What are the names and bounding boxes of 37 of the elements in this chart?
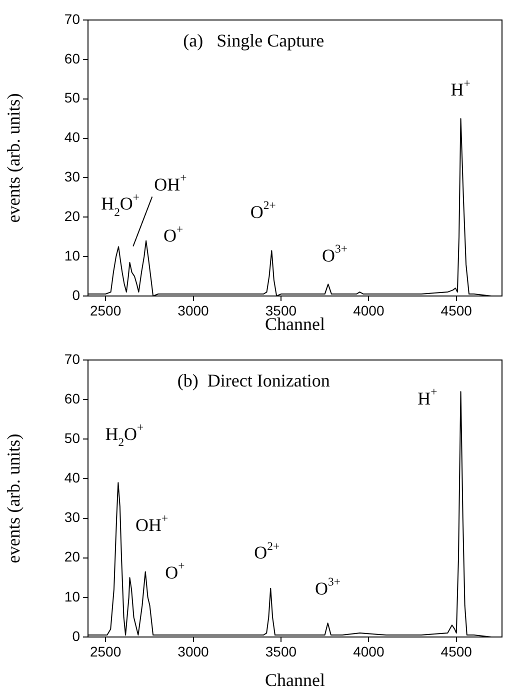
- y-tick-label: 30: [64, 509, 80, 526]
- y-tick-label: 50: [64, 430, 80, 446]
- x-tick-label: 3500: [265, 643, 297, 660]
- text: (a) Single Capture: [183, 30, 324, 51]
- y-axis-title: events (arb. units): [4, 434, 24, 564]
- text: (b) Direct Ionization: [177, 370, 330, 391]
- y-tick-label: 50: [64, 90, 80, 106]
- x-tick-label: 4000: [353, 643, 384, 660]
- x-tick-label: 3500: [265, 302, 297, 318]
- annotation: H+: [450, 76, 471, 100]
- x-tick-label: 4000: [353, 302, 384, 318]
- y-tick-label: 40: [64, 470, 80, 486]
- y-tick-label: 40: [64, 129, 80, 146]
- y-tick-label: 20: [64, 548, 80, 565]
- y-tick-label: 0: [72, 286, 80, 303]
- y-tick-label: 60: [64, 390, 80, 406]
- annotation: O+: [165, 559, 186, 582]
- y-tick-label: 10: [64, 247, 80, 264]
- annotation: H+: [418, 385, 438, 408]
- y-tick-label: 70: [64, 350, 80, 367]
- y-tick-label: 20: [64, 208, 80, 224]
- x-tick-label: 4500: [440, 302, 472, 318]
- y-tick-label: 10: [64, 588, 80, 604]
- annotation: OH+: [135, 512, 168, 535]
- x-tick-label: 3000: [178, 302, 210, 318]
- y-tick-label: 70: [64, 10, 80, 27]
- y-tick-label: 60: [64, 50, 80, 66]
- annotation: O+: [163, 222, 184, 246]
- x-tick-label: 2500: [90, 302, 122, 318]
- y-tick-label: 0: [72, 628, 80, 644]
- x-tick-label: 3000: [178, 643, 210, 660]
- y-axis-title: events (arb. units): [4, 93, 24, 223]
- x-tick-label: 4500: [440, 643, 472, 660]
- x-tick-label: 2500: [90, 643, 122, 660]
- x-axis-title: Channel: [265, 670, 325, 690]
- y-tick-label: 30: [64, 168, 80, 185]
- annotation: OH+: [154, 171, 188, 194]
